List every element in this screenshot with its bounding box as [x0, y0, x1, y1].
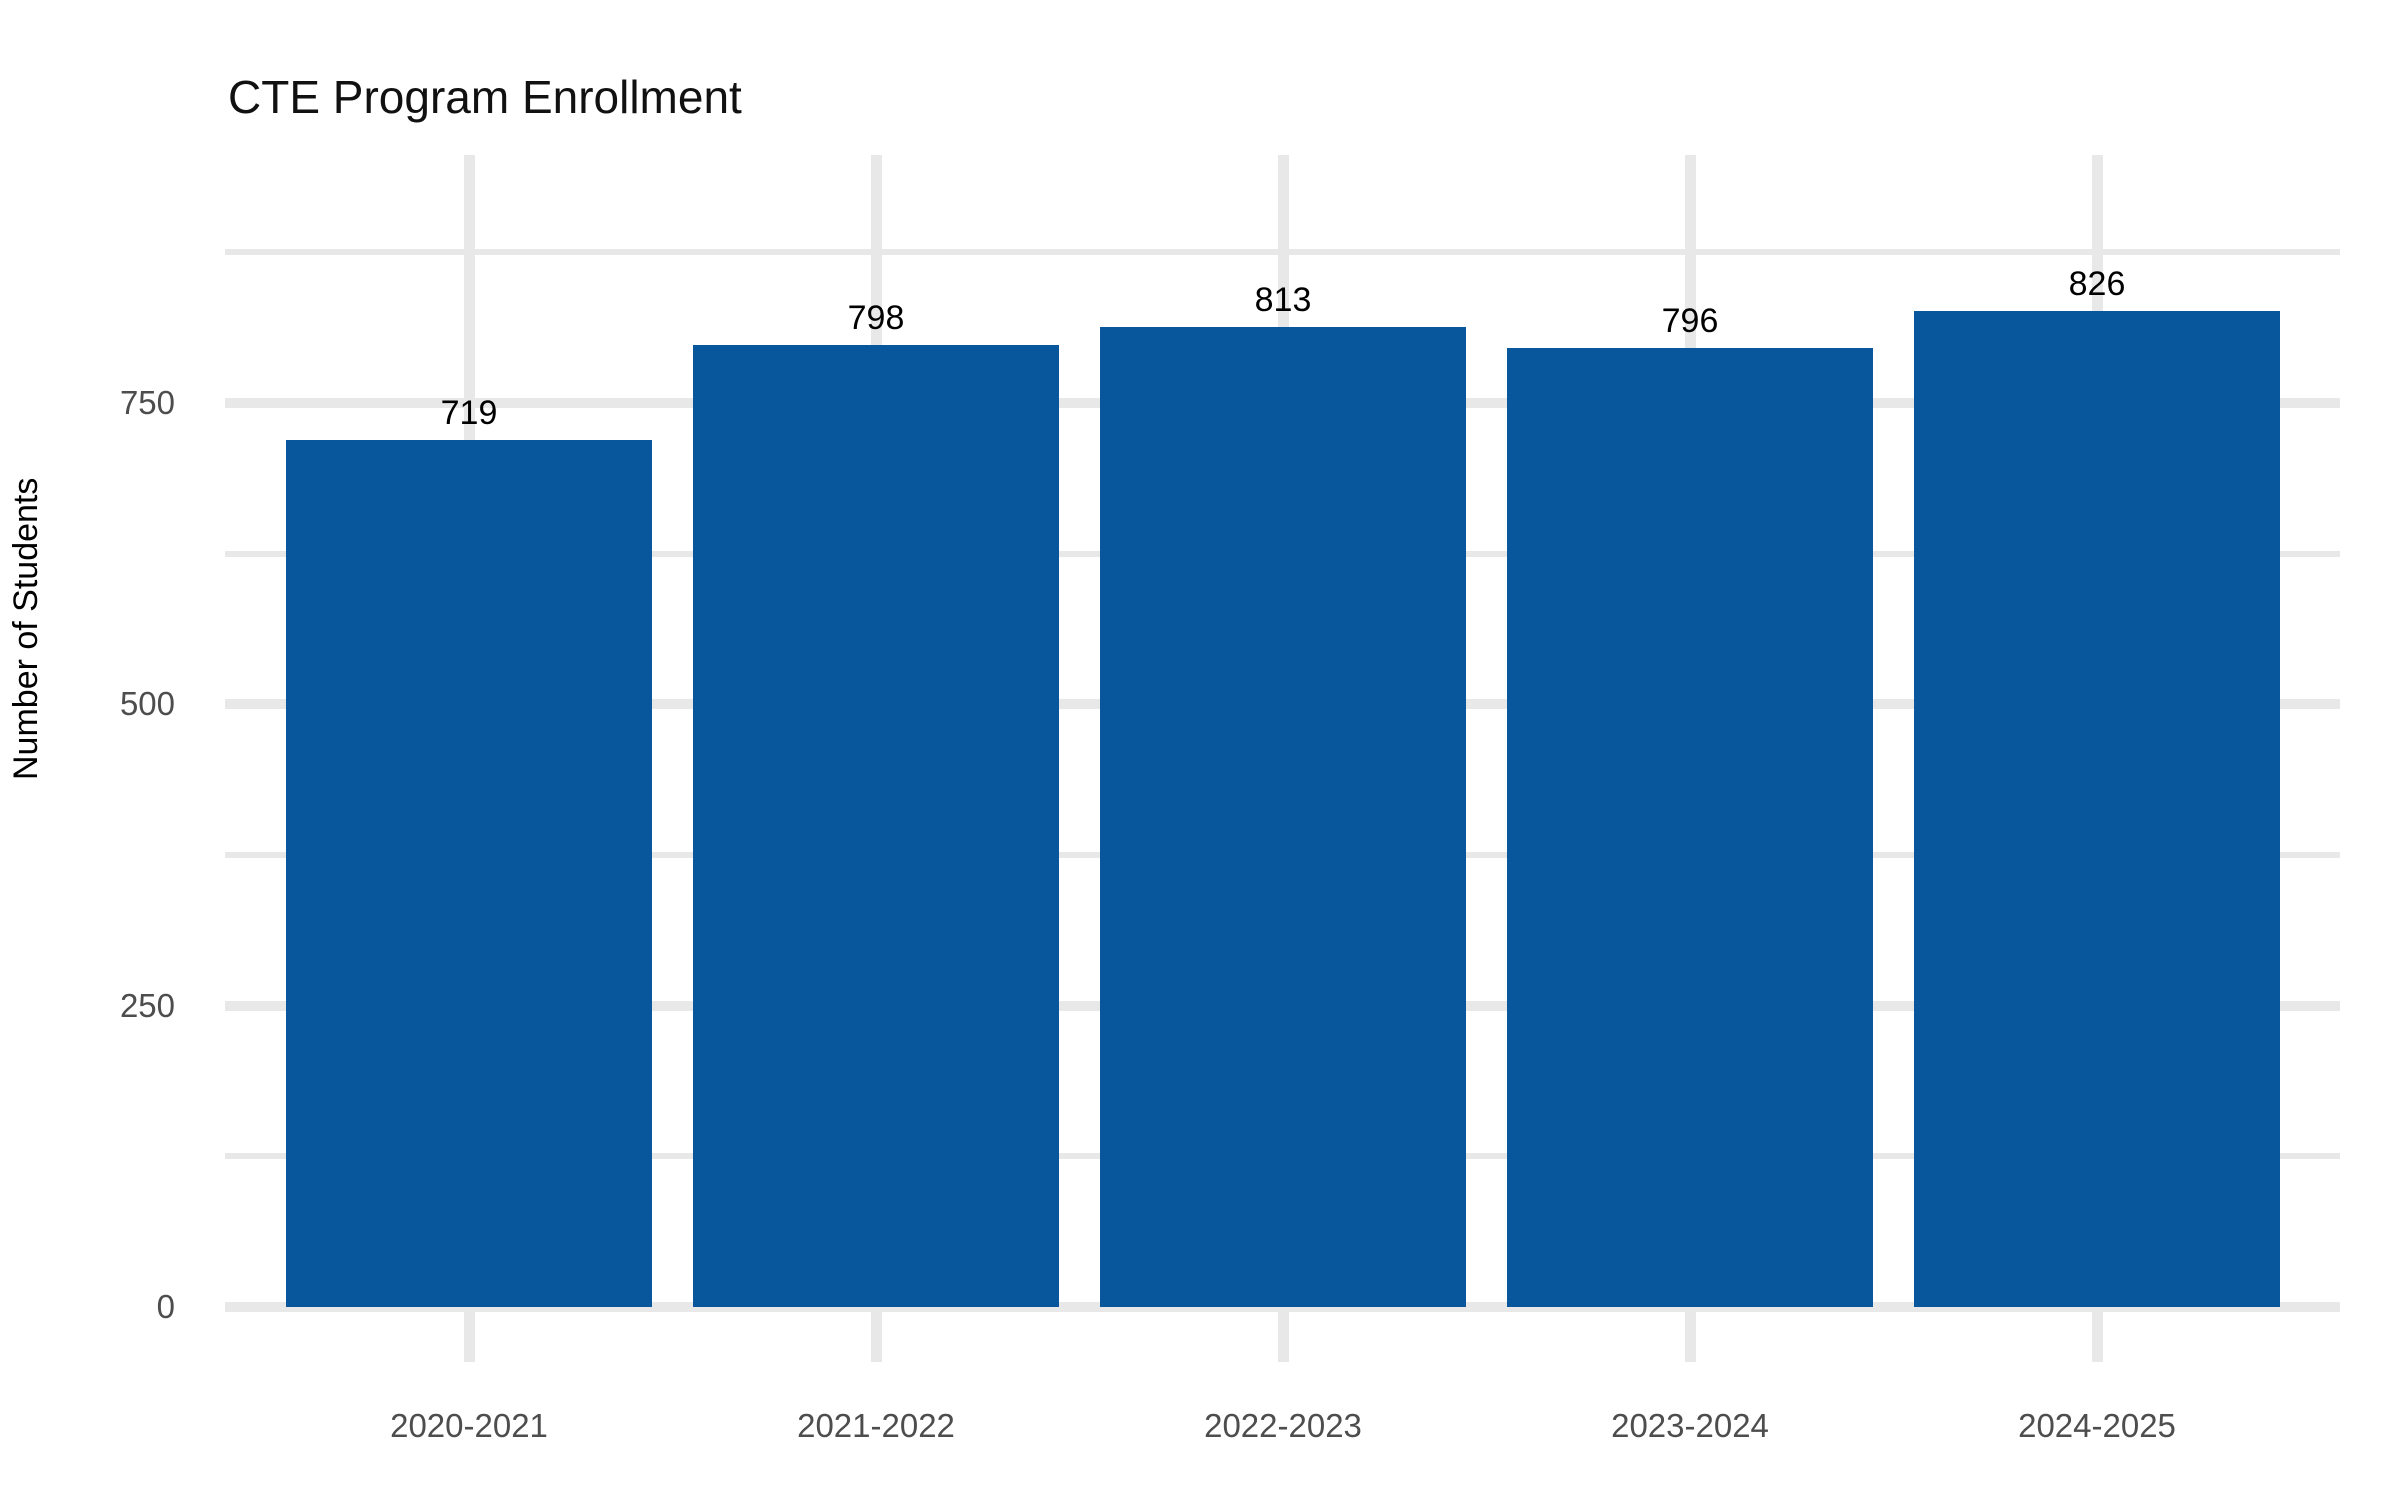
bar-value-label: 796 [1661, 301, 1719, 340]
x-axis-tick-label: 2021-2022 [797, 1407, 955, 1444]
y-axis-tick-label: 0 [156, 1288, 175, 1325]
chart-title: CTE Program Enrollment [228, 71, 742, 123]
bar [693, 345, 1059, 1307]
y-axis-title: Number of Students [7, 477, 45, 780]
bar [1507, 347, 1873, 1307]
x-axis-tick-label: 2023-2024 [1611, 1407, 1769, 1444]
x-axis-tick-label: 2022-2023 [1204, 1407, 1362, 1444]
y-axis-tick-label: 250 [119, 986, 175, 1024]
gridline-horizontal-minor [225, 249, 2340, 256]
bar-value-label: 719 [440, 394, 498, 433]
bar-value-label: 813 [1254, 281, 1312, 320]
bar [1100, 327, 1466, 1307]
bar [1914, 311, 2280, 1307]
bar-value-label: 826 [2068, 265, 2126, 304]
bar-value-label: 798 [847, 299, 905, 338]
x-axis-tick-label: 2024-2025 [2018, 1407, 2176, 1444]
bar [286, 440, 652, 1307]
y-axis-tick-label: 500 [119, 685, 175, 723]
gridline-horizontal-major [225, 1302, 2340, 1312]
x-axis-tick-label: 2020-2021 [390, 1407, 548, 1444]
y-axis-tick-label: 750 [119, 384, 175, 422]
